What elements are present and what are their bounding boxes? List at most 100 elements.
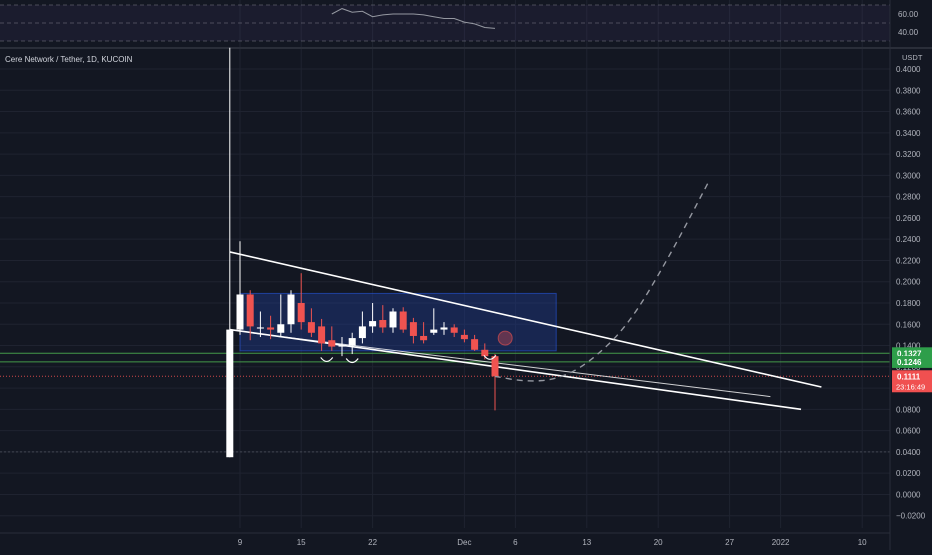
candle <box>369 302 377 333</box>
trendline-channel <box>250 332 771 398</box>
bottom-arc <box>483 354 497 360</box>
candle <box>297 273 305 330</box>
time-tick-label: 2022 <box>772 538 790 547</box>
candle-body <box>246 294 254 327</box>
price-tick-label: 0.2600 <box>896 214 921 223</box>
candle-body <box>399 311 407 330</box>
candle <box>409 317 417 344</box>
time-tick-label: 10 <box>858 538 867 547</box>
candle-body <box>307 322 315 333</box>
current-price-badge <box>892 370 932 393</box>
support-price-label: 0.1327 <box>897 349 922 358</box>
candle-body <box>338 345 346 347</box>
price-tick-label: 0.2400 <box>896 235 921 244</box>
price-tick-label: 0.2000 <box>896 278 921 287</box>
candle-body <box>256 327 264 329</box>
candle <box>226 47 234 458</box>
candle-body <box>358 326 366 339</box>
currency-label: USDT <box>902 53 923 62</box>
bottom-arc <box>320 357 334 363</box>
price-tick-label: 0.0200 <box>896 469 921 478</box>
projection-curve <box>494 180 710 382</box>
rsi-line <box>331 8 496 29</box>
candle-body <box>328 340 336 347</box>
price-tick-label: 0.1600 <box>896 320 921 329</box>
candle-body <box>297 302 305 323</box>
candle <box>389 308 397 333</box>
candle-body <box>481 349 489 357</box>
rsi-tick-label: 40.00 <box>898 28 919 37</box>
candle-body <box>471 339 479 350</box>
candle <box>307 308 315 338</box>
candle-body <box>348 338 356 346</box>
price-axis[interactable]: USDT 0.4000 0.3800 0.3600 0.3400 0.3200 0.3000… <box>889 0 932 550</box>
candle-body <box>236 294 244 330</box>
candle <box>267 315 275 340</box>
candle-body <box>318 326 326 344</box>
price-tick-label: 0.3800 <box>896 86 921 95</box>
candle <box>379 305 387 333</box>
price-tick-label: 0.2800 <box>896 193 921 202</box>
candle <box>338 337 346 357</box>
candle-body <box>379 320 387 328</box>
price-tick-label: 0.2200 <box>896 256 921 265</box>
time-tick-label: 20 <box>654 538 663 547</box>
candle <box>420 322 428 344</box>
horizontal-levels <box>0 352 890 453</box>
time-tick-label: 27 <box>725 538 734 547</box>
price-tick-label: 0.0800 <box>896 405 921 414</box>
candle-body <box>440 327 448 330</box>
price-tick-label: −0.0200 <box>896 512 926 521</box>
bottom-arc <box>345 358 359 364</box>
price-tick-label: 0.0400 <box>896 448 921 457</box>
time-tick-label: 6 <box>513 538 518 547</box>
candle <box>460 329 468 343</box>
current-price-label: 0.1111 <box>897 372 921 381</box>
candle-body <box>491 356 499 377</box>
candle-body <box>277 324 285 333</box>
candle <box>287 290 295 333</box>
time-tick-label: 13 <box>582 538 591 547</box>
candles <box>226 47 499 458</box>
candle <box>246 290 254 341</box>
trendline-resistance <box>229 251 822 388</box>
candle <box>399 307 407 333</box>
support-price-badge <box>892 355 932 368</box>
price-tick-label: 0.4000 <box>896 65 921 74</box>
price-tick-label: 0.3200 <box>896 150 921 159</box>
price-tick-label: 0.3400 <box>896 129 921 138</box>
projection-path <box>320 180 710 382</box>
rsi-panel: 60.00 40.00 <box>0 4 919 42</box>
time-tick-label: Dec <box>457 538 471 547</box>
grid-lines <box>0 0 932 528</box>
price-tick-label: 0.1400 <box>896 342 921 351</box>
candle <box>471 334 479 351</box>
time-tick-label: 15 <box>297 538 306 547</box>
candle-body <box>409 322 417 336</box>
support-price-label: 0.1246 <box>897 358 922 367</box>
time-axis[interactable]: 9 15 22 Dec 6 13 20 27 2022 10 <box>0 532 890 547</box>
candle-body <box>267 327 275 330</box>
candle <box>328 326 336 351</box>
candle-body <box>287 294 295 325</box>
time-tick-label: 9 <box>238 538 243 547</box>
highlight-circle <box>497 330 513 346</box>
price-tick-label: 0.3600 <box>896 108 921 117</box>
price-tick-label: 0.0600 <box>896 427 921 436</box>
candle <box>440 322 448 335</box>
candle-body <box>460 334 468 340</box>
candle-body <box>226 329 234 458</box>
price-tick-label: 0.1800 <box>896 299 921 308</box>
candle-body <box>389 311 397 328</box>
candle <box>430 308 438 335</box>
symbol-legend: Cere Network / Tether, 1D, KUCOIN <box>5 55 133 64</box>
candle-body <box>430 329 438 333</box>
rsi-tick-label: 60.00 <box>898 10 919 19</box>
candle-body <box>420 335 428 341</box>
candle <box>450 324 458 338</box>
candle <box>236 241 244 335</box>
candle <box>277 294 285 338</box>
time-tick-label: 22 <box>368 538 377 547</box>
